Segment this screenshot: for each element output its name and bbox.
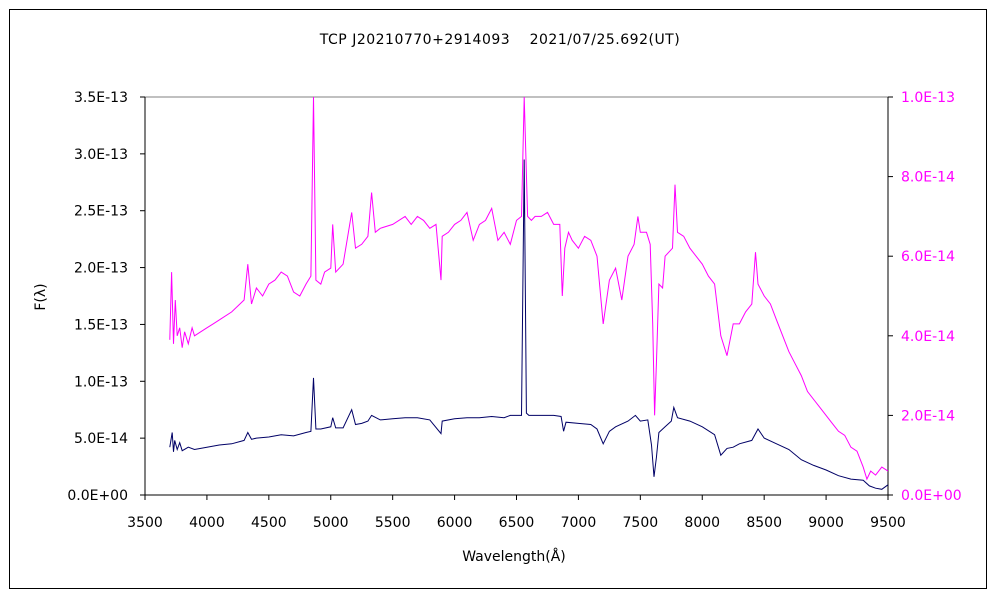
right-tick-label: 8.0E-14 bbox=[901, 170, 955, 186]
left-tick-label: 5.0E-14 bbox=[74, 431, 128, 447]
left-tick-label: 0.0E+00 bbox=[67, 488, 128, 504]
right-tick-label: 6.0E-14 bbox=[901, 249, 955, 265]
right-tick-label: 0.0E+00 bbox=[901, 488, 962, 504]
x-tick-label: 6500 bbox=[499, 515, 535, 531]
plot-area bbox=[144, 96, 889, 496]
left-tick-label: 1.0E-13 bbox=[74, 374, 128, 390]
x-tick-label: 7000 bbox=[561, 515, 597, 531]
left-tick-label: 1.5E-13 bbox=[74, 317, 128, 333]
x-tick-label: 7500 bbox=[623, 515, 659, 531]
y-axis-label: F(λ) bbox=[33, 283, 49, 310]
x-tick-label: 5000 bbox=[313, 515, 349, 531]
right-y-axis: 0.0E+00 2.0E-14 4.0E-14 6.0E-14 8.0E-14 1.0E-… bbox=[887, 90, 962, 504]
left-y-axis: 0.0E+00 5.0E-14 1.0E-13 1.5E-13 2.0E-13 2.5E-… bbox=[67, 90, 146, 504]
x-tick-label: 8500 bbox=[746, 515, 782, 531]
left-tick-label: 2.0E-13 bbox=[74, 261, 128, 277]
right-tick-label: 2.0E-14 bbox=[901, 408, 955, 424]
x-tick-label: 4500 bbox=[251, 515, 287, 531]
left-tick-label: 2.5E-13 bbox=[74, 204, 128, 220]
x-tick-label: 6000 bbox=[437, 515, 473, 531]
series-layer bbox=[169, 96, 889, 490]
x-tick-label: 5500 bbox=[375, 515, 411, 531]
series-line-right bbox=[169, 96, 889, 481]
x-tick-label: 9500 bbox=[870, 515, 906, 531]
x-tick-label: 3500 bbox=[127, 515, 163, 531]
x-axis: 3500 4000 4500 5000 5500 6000 6500 7000 7500 8000… bbox=[127, 494, 906, 531]
x-tick-label: 4000 bbox=[189, 515, 225, 531]
left-tick-label: 3.5E-13 bbox=[74, 90, 128, 106]
right-tick-label: 4.0E-14 bbox=[901, 329, 955, 345]
x-tick-label: 9000 bbox=[808, 515, 844, 531]
left-tick-label: 3.0E-13 bbox=[74, 147, 128, 163]
right-tick-label: 1.0E-13 bbox=[901, 90, 955, 106]
x-axis-label: Wavelength(Å) bbox=[462, 548, 566, 565]
series-line-left bbox=[169, 159, 889, 490]
chart-title: TCP J20210770+2914093 2021/07/25.692(UT) bbox=[319, 32, 680, 48]
x-tick-label: 8000 bbox=[684, 515, 720, 531]
